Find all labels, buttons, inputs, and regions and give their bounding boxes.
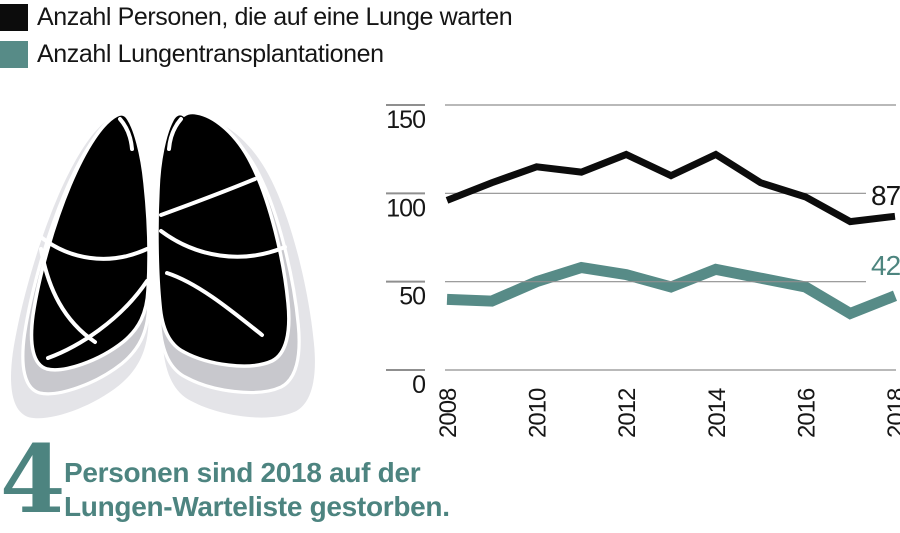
lung-fissure-lines — [34, 117, 287, 360]
waiting-list-chart: 150 100 50 0 2008 2010 2012 2014 2016 2018 87 42 — [386, 104, 900, 438]
end-label-1: 42 — [871, 250, 900, 281]
footer-fact: 4 Personen sind 2018 auf der Lungen-Wart… — [0, 425, 900, 533]
svg-text:2008: 2008 — [435, 388, 462, 438]
legend-item-transplants: Anzahl Lungentransplantationen — [0, 40, 512, 68]
svg-text:2014: 2014 — [704, 388, 731, 438]
svg-text:2016: 2016 — [793, 388, 820, 438]
svg-text:150: 150 — [386, 106, 425, 134]
legend: Anzahl Personen, die auf eine Lunge wart… — [0, 2, 513, 77]
svg-text:2018: 2018 — [883, 388, 900, 438]
legend-item-waiting: Anzahl Personen, die auf eine Lunge wart… — [0, 2, 513, 31]
legend-label-transplants: Anzahl Lungentransplantationen — [37, 39, 384, 68]
legend-swatch-waiting-icon — [0, 3, 28, 31]
svg-text:2012: 2012 — [614, 388, 641, 438]
lungs-illustration-icon — [11, 110, 315, 419]
legend-swatch-transplants-icon — [0, 40, 28, 68]
series-line-0 — [445, 150, 896, 226]
footer-text: Personen sind 2018 auf der Lungen-Wartel… — [64, 456, 450, 524]
svg-text:100: 100 — [386, 194, 425, 222]
svg-text:50: 50 — [399, 283, 425, 311]
footer-line1: Personen sind 2018 auf der — [64, 457, 421, 488]
legend-label-waiting: Anzahl Personen, die auf eine Lunge wart… — [37, 2, 513, 31]
footer-line2: Lungen-Warteliste gestorben. — [64, 491, 450, 522]
svg-text:0: 0 — [412, 371, 425, 399]
series-line-1 — [446, 261, 898, 320]
deaths-count: 4 — [0, 425, 66, 533]
end-label-0: 87 — [871, 180, 900, 211]
svg-text:2010: 2010 — [525, 388, 552, 438]
